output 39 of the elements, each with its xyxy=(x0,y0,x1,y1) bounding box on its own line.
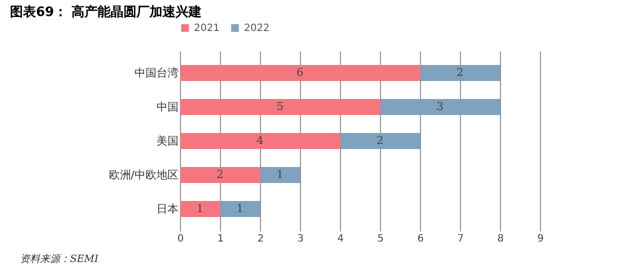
x-tick-label: 2 xyxy=(257,234,264,244)
bar xyxy=(260,167,300,183)
x-tick-label: 4 xyxy=(337,234,344,244)
bar xyxy=(340,133,420,149)
bar xyxy=(180,201,220,217)
y-tick-label: 中国 xyxy=(156,100,178,114)
x-tick-label: 9 xyxy=(537,234,544,244)
y-tick-label: 美国 xyxy=(156,134,178,148)
chart-title: 图表69： 高产能晶圆厂加速兴建 xyxy=(10,4,202,20)
data-label: 1 xyxy=(236,202,244,215)
x-tick-label: 6 xyxy=(417,234,424,244)
data-label: 1 xyxy=(196,202,204,215)
y-tick-label: 欧洲/中欧地区 xyxy=(108,168,178,182)
x-tick-label: 3 xyxy=(297,234,304,244)
bar xyxy=(180,65,420,81)
y-tick-label: 日本 xyxy=(156,202,178,216)
x-tick-label: 5 xyxy=(377,234,384,244)
data-label: 6 xyxy=(296,66,304,79)
x-tick-label: 1 xyxy=(217,234,224,244)
bar xyxy=(180,167,260,183)
data-label: 3 xyxy=(436,100,444,113)
x-tick-label: 0 xyxy=(177,234,184,244)
legend-label: 2022 xyxy=(244,23,270,34)
legend-label: 2021 xyxy=(194,23,220,34)
bar xyxy=(380,99,500,115)
bar xyxy=(180,99,380,115)
x-tick-label: 7 xyxy=(457,234,464,244)
data-label: 1 xyxy=(276,168,284,181)
data-label: 2 xyxy=(456,66,464,79)
bar xyxy=(180,133,340,149)
data-label: 4 xyxy=(256,134,264,147)
bar xyxy=(420,65,500,81)
data-label: 2 xyxy=(216,168,224,181)
bar xyxy=(220,201,260,217)
text: 资料来源：SEMI xyxy=(20,253,100,265)
data-label: 5 xyxy=(276,100,284,113)
x-tick-label: 8 xyxy=(497,234,504,244)
data-label: 2 xyxy=(376,134,384,147)
y-tick-label: 中国台湾 xyxy=(134,66,178,80)
